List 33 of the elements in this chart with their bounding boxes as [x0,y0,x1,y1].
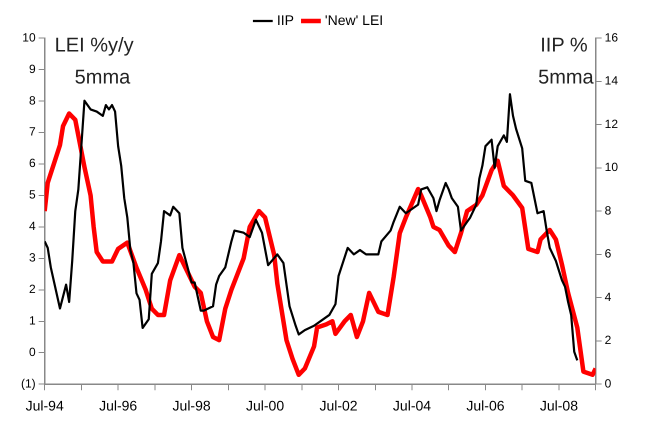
x-tick-label: Jul-96 [99,397,138,414]
x-tick-label: Jul-02 [319,397,358,414]
y-axis-title: LEI %y/y 5mma [54,34,134,89]
x-tick-label: Jul-06 [466,397,505,414]
y-tick-label: 3 [28,250,36,265]
y-tick-label: 8 [28,93,36,108]
x-tick-label: Jul-04 [392,397,432,414]
x-tick-label: Jul-98 [172,397,211,414]
y-tick-label: 10 [22,30,36,44]
y-tick-label: (1) [20,376,36,391]
y-tick-label: 9 [28,62,36,76]
y-tick-label: 5 [28,188,36,202]
y-tick-label: 6 [28,156,36,170]
y2-axis-title: IIP % 5mma [538,34,595,89]
y2-tick-label: 2 [604,333,612,348]
y2-tick-label: 16 [604,30,618,44]
x-tick-label: Jul-08 [540,397,578,414]
y2-tick-label: 12 [604,116,618,131]
x-tick-label: Jul-00 [246,397,284,414]
y-tick-label: 7 [28,124,36,139]
y-tick-label: 1 [28,314,36,328]
legend-label: IIP [276,12,294,28]
y2-tick-label: 4 [604,290,612,304]
y2-tick-label: 0 [604,376,612,391]
y-tick-label: 4 [28,219,36,234]
y2-tick-label: 8 [604,203,612,218]
y-tick-label: 2 [28,282,36,296]
y-tick-label: 0 [28,345,36,360]
y2-tick-label: 14 [604,74,618,88]
y2-tick-label: 10 [604,160,618,174]
y2-tick-label: 6 [604,246,612,261]
legend-label: 'New' LEI [324,12,384,28]
x-tick-label: Jul-94 [26,397,64,414]
